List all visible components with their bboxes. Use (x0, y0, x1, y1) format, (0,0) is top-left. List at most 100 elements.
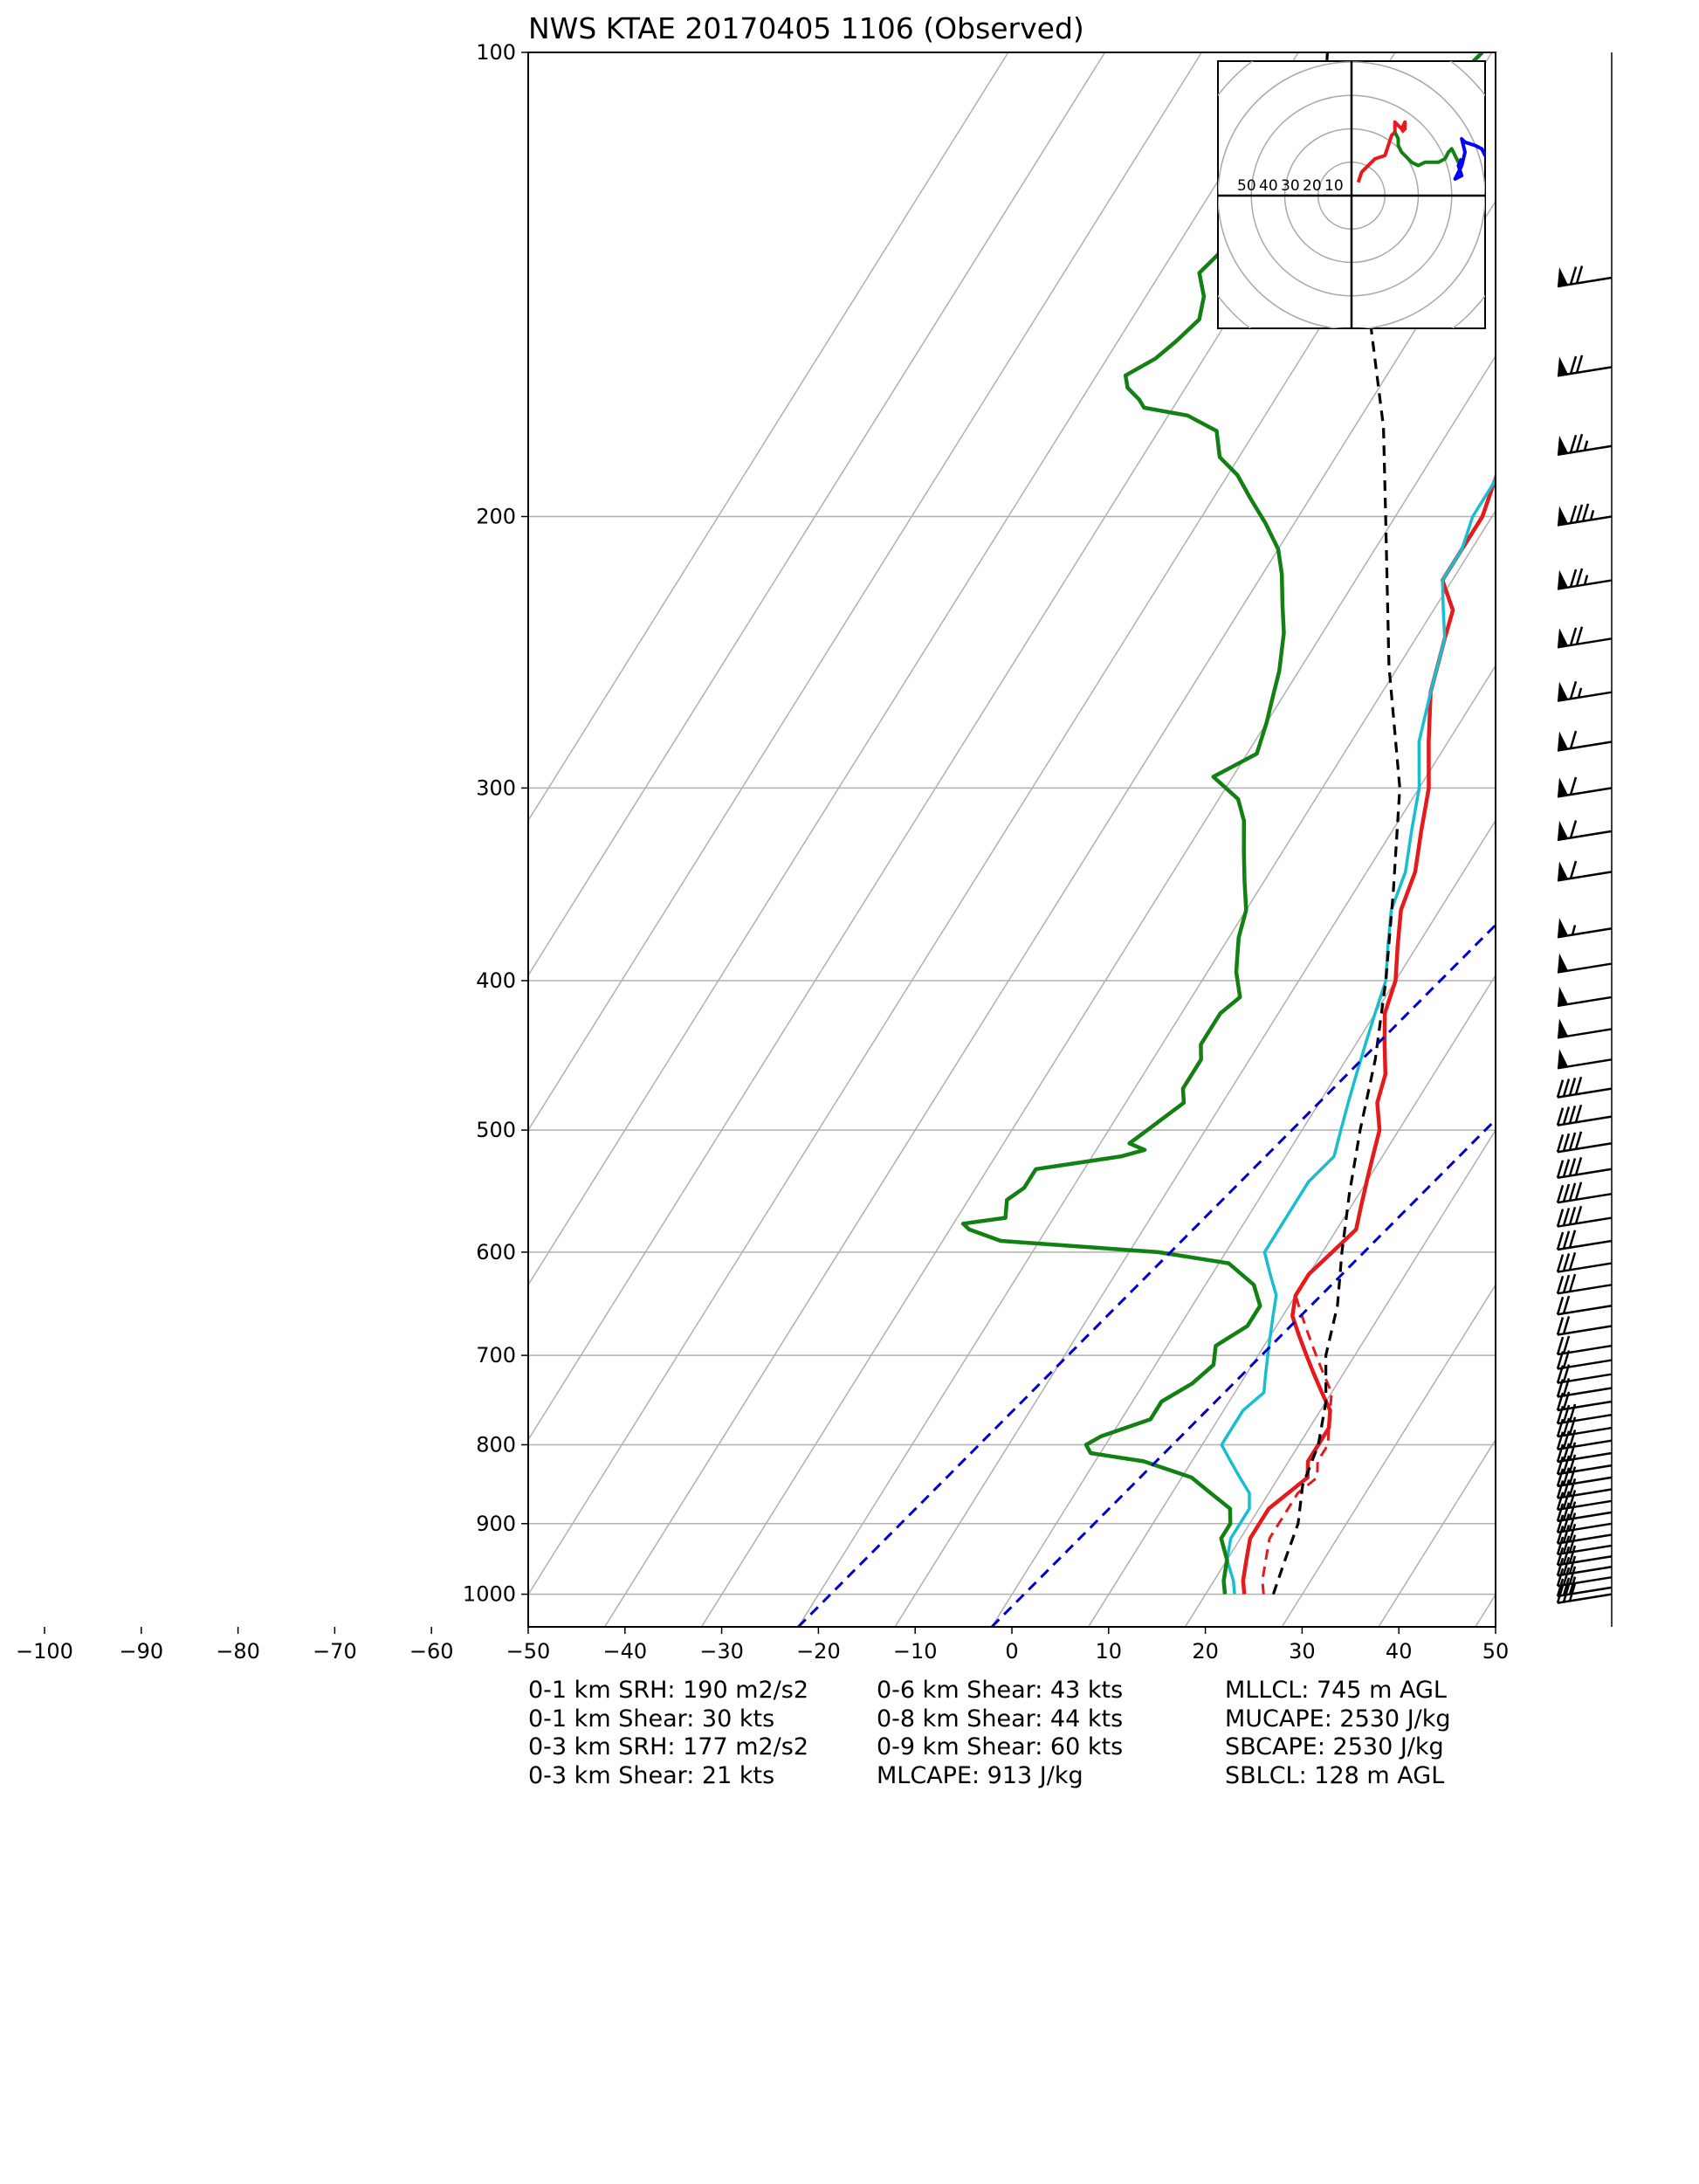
isotherm (528, 52, 1299, 1286)
reference-line-6 (990, 1118, 1496, 1627)
x-tick-label: −30 (699, 1639, 744, 1664)
wind-barb (1556, 1478, 1613, 1499)
param-mllcl: MLLCL: 745 m AGL (1225, 1677, 1447, 1704)
wind-barb (1556, 1576, 1613, 1598)
params-column-3: MLLCL: 745 m AGL MUCAPE: 2530 J/kg SBCAP… (1225, 1677, 1451, 1790)
wind-barb (1556, 1157, 1613, 1180)
wind-barb (1556, 1534, 1613, 1556)
x-tick-label: −100 (16, 1639, 73, 1664)
x-tick-label: 20 (1192, 1639, 1219, 1664)
wind-barb (1556, 1545, 1613, 1567)
param-mlcape: MLCAPE: 913 J/kg (877, 1761, 1083, 1789)
isotherm (1281, 1284, 1496, 1627)
y-tick-label: 700 (476, 1343, 516, 1368)
wind-barb (1556, 1454, 1613, 1476)
wind-barb (1556, 1335, 1613, 1356)
grid (528, 52, 1496, 1627)
wind-barb (1556, 1273, 1613, 1295)
y-tick-label: 300 (476, 775, 516, 800)
y-tick-label: 800 (476, 1432, 516, 1457)
hodograph-trace-mid (1393, 131, 1463, 168)
hodograph-ring-label: 30 (1281, 177, 1300, 195)
isotherm (528, 52, 1106, 977)
isotherm (1475, 1593, 1496, 1627)
x-tick-label: 0 (1005, 1639, 1018, 1664)
wind-barb (1557, 265, 1613, 288)
wind-barb (1556, 1251, 1613, 1273)
wind-barb (1556, 1582, 1613, 1604)
params-column-2: 0-6 km Shear: 43 kts 0-8 km Shear: 44 kt… (877, 1677, 1123, 1790)
hodograph-trace-low (1356, 120, 1407, 183)
hodograph: 50 40 30 20 10 (1217, 60, 1486, 329)
hodograph-ring-label: 50 (1237, 177, 1256, 195)
wind-barb (1557, 953, 1613, 974)
y-tick-label: 600 (476, 1240, 516, 1264)
series-group (797, 52, 1496, 1627)
y-tick-label: 500 (476, 1118, 516, 1142)
wind-barb (1556, 1205, 1613, 1228)
param-shear-0-8: 0-8 km Shear: 44 kts (877, 1705, 1124, 1733)
x-tick-label: −40 (602, 1639, 647, 1664)
isotherm (1184, 1128, 1496, 1627)
param-sbcape: SBCAPE: 2530 J/kg (1225, 1733, 1444, 1760)
wind-barb (1557, 680, 1613, 702)
isotherm (528, 52, 1009, 823)
x-tick-label: 40 (1386, 1639, 1413, 1664)
wind-barbs (1556, 52, 1613, 1627)
x-tick-label: −80 (216, 1639, 260, 1664)
wind-barb (1556, 1316, 1613, 1336)
x-tick-label: −50 (506, 1639, 551, 1664)
isotherm (528, 52, 1202, 1132)
wetbulb-line-2 (1220, 473, 1496, 1595)
wind-barb (1557, 568, 1613, 590)
wind-barb (1557, 918, 1613, 939)
y-tick-label: 1000 (463, 1582, 516, 1607)
param-sblcl: SBLCL: 128 m AGL (1225, 1761, 1445, 1789)
wind-barb (1557, 1049, 1613, 1070)
wind-barb (1556, 1555, 1613, 1577)
hodograph-inner: 50 40 30 20 10 (1218, 61, 1485, 328)
y-tick-label: 100 (476, 40, 516, 65)
wind-barb (1556, 1523, 1613, 1545)
dewpoint-line-3 (960, 52, 1484, 1595)
y-tick-label: 400 (476, 968, 516, 993)
wind-barb (1556, 1230, 1613, 1251)
wind-barb (1556, 1104, 1613, 1126)
chart-title: NWS KTAE 20170405 1106 (Observed) (528, 11, 1084, 45)
wind-barb (1557, 503, 1613, 527)
param-mucape: MUCAPE: 2530 J/kg (1225, 1705, 1451, 1733)
x-tick-label: −20 (796, 1639, 841, 1664)
params-column-1: 0-1 km SRH: 190 m2/s2 0-1 km Shear: 30 k… (528, 1677, 808, 1790)
wind-barb (1557, 776, 1613, 798)
wind-barb (1557, 820, 1613, 842)
x-tick-label: 30 (1289, 1639, 1316, 1664)
wind-barb (1556, 1295, 1613, 1316)
wind-barb (1556, 1076, 1613, 1099)
x-tick-label: −60 (409, 1639, 454, 1664)
temperature-line-0 (1241, 472, 1496, 1595)
wind-barb (1556, 1490, 1613, 1512)
param-srh-0-3: 0-3 km SRH: 177 m2/s2 (528, 1733, 809, 1760)
x-tick-label: −10 (893, 1639, 938, 1664)
param-shear-0-9: 0-9 km Shear: 60 kts (877, 1733, 1124, 1760)
y-tick-label: 900 (476, 1512, 516, 1536)
wind-barb (1556, 1182, 1613, 1204)
x-axis: −100 −90 −80 −70 −60 −50 −40 −30 −20 −10 0 10 20 30 40… (16, 1627, 1509, 1664)
wind-barb (1557, 1018, 1613, 1039)
x-tick-label: −90 (119, 1639, 163, 1664)
wind-barb (1557, 626, 1613, 649)
param-srh-0-1: 0-1 km SRH: 190 m2/s2 (528, 1677, 809, 1704)
hodograph-ring-label: 20 (1303, 177, 1322, 195)
hodograph-trace-high (1453, 137, 1485, 181)
x-tick-label: −70 (313, 1639, 357, 1664)
wind-barb (1556, 1501, 1613, 1523)
param-shear-0-1: 0-1 km Shear: 30 kts (528, 1705, 775, 1733)
y-axis: 100 200 300 400 500 600 700 800 900 1000 (463, 40, 528, 1607)
x-tick-label: 10 (1096, 1639, 1123, 1664)
wind-barb (1556, 1131, 1613, 1154)
isotherm (797, 509, 1496, 1627)
param-shear-0-3: 0-3 km Shear: 21 kts (528, 1761, 775, 1789)
param-shear-0-6: 0-6 km Shear: 43 kts (877, 1677, 1124, 1704)
parcel-line-4 (1271, 52, 1401, 1595)
